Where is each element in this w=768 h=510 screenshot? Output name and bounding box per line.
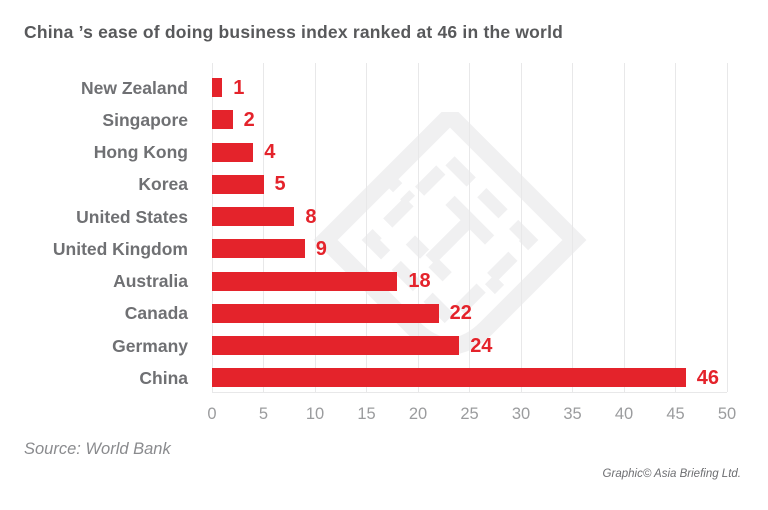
bar-new-zealand bbox=[212, 78, 223, 97]
gridline-x30 bbox=[520, 63, 522, 392]
category-label-singapore: Singapore bbox=[102, 109, 188, 130]
value-label-australia: 18 bbox=[408, 270, 431, 292]
category-label-new-zealand: New Zealand bbox=[81, 77, 188, 98]
gridline-x50 bbox=[726, 63, 728, 392]
x-tick-label: 40 bbox=[614, 405, 634, 423]
x-tick-label: 45 bbox=[666, 405, 685, 423]
gridline-x0 bbox=[211, 63, 213, 392]
gridline-x20 bbox=[417, 63, 419, 392]
gridline-x40 bbox=[623, 63, 625, 392]
x-tick-label: 25 bbox=[460, 405, 479, 423]
value-label-germany: 24 bbox=[470, 334, 493, 357]
chart-title: China ’s ease of doing business index ra… bbox=[24, 22, 564, 42]
x-tick-label: 10 bbox=[305, 405, 325, 423]
category-label-korea: Korea bbox=[138, 174, 188, 195]
x-tick-label: 30 bbox=[511, 405, 531, 423]
gridline-x5 bbox=[263, 63, 264, 392]
value-label-new-zealand: 1 bbox=[233, 76, 245, 99]
bar-hong-kong bbox=[212, 142, 254, 162]
gridline-x10 bbox=[314, 63, 316, 392]
x-tick-label: 20 bbox=[408, 405, 428, 423]
x-tick-label: 0 bbox=[207, 405, 217, 423]
category-label-germany: Germany bbox=[112, 335, 188, 356]
x-tick-label: 5 bbox=[258, 405, 269, 423]
value-label-united-kingdom: 9 bbox=[315, 237, 327, 260]
category-label-australia: Australia bbox=[113, 271, 188, 291]
bar-australia bbox=[212, 271, 398, 291]
bar-germany bbox=[212, 336, 460, 355]
category-label-united-states: United States bbox=[76, 206, 188, 227]
x-axis-line bbox=[212, 392, 727, 393]
bar-singapore bbox=[212, 110, 233, 130]
value-label-united-states: 8 bbox=[305, 205, 317, 228]
bar-united-states bbox=[212, 207, 295, 226]
x-tick-label: 50 bbox=[717, 405, 737, 423]
gridline-x25 bbox=[469, 63, 470, 392]
asia-briefing-logo-watermark-icon bbox=[313, 112, 587, 355]
value-label-hong-kong: 4 bbox=[264, 141, 276, 163]
category-label-united-kingdom: United Kingdom bbox=[52, 238, 188, 259]
bar-korea bbox=[212, 174, 264, 194]
category-label-china: China bbox=[139, 367, 188, 388]
category-label-canada: Canada bbox=[124, 303, 188, 324]
value-label-china: 46 bbox=[696, 366, 720, 389]
gridline-x45 bbox=[675, 63, 676, 392]
value-label-korea: 5 bbox=[274, 173, 286, 196]
bar-united-kingdom bbox=[212, 239, 305, 259]
bar-canada bbox=[212, 303, 439, 323]
category-label-hong-kong: Hong Kong bbox=[93, 142, 188, 162]
x-tick-label: 35 bbox=[563, 405, 582, 423]
gridline-x35 bbox=[572, 63, 573, 392]
credit-note: Graphic© Asia Briefing Ltd. bbox=[602, 468, 741, 480]
value-label-singapore: 2 bbox=[243, 108, 255, 131]
source-note: Source: World Bank bbox=[24, 440, 171, 458]
gridline-x15 bbox=[366, 63, 367, 392]
bar-china bbox=[212, 368, 686, 388]
value-label-canada: 22 bbox=[449, 302, 472, 325]
x-tick-label: 15 bbox=[357, 405, 376, 423]
